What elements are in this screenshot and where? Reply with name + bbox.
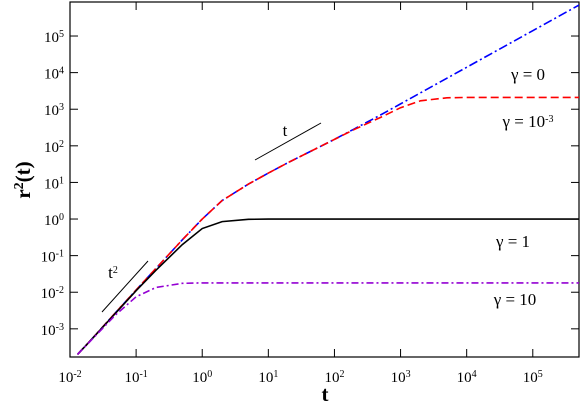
slope-label: t bbox=[283, 121, 288, 140]
series-label-exponent: -3 bbox=[545, 114, 553, 125]
series-line bbox=[76, 218, 579, 355]
y-axis-label-base: r bbox=[11, 189, 35, 198]
y-tick-label-base: 10 bbox=[44, 213, 59, 229]
series-line bbox=[76, 96, 579, 355]
y-tick-label-exponent: 3 bbox=[59, 102, 64, 113]
x-tick-label-base: 10 bbox=[124, 370, 139, 386]
x-axis-label: t bbox=[322, 382, 329, 406]
x-tick-label: 105 bbox=[523, 369, 543, 387]
y-tick-label-exponent: 2 bbox=[59, 138, 64, 149]
y-tick-label-exponent: -2 bbox=[56, 285, 64, 296]
y-axis-label: r2(t) bbox=[11, 161, 35, 198]
x-tick-label-base: 10 bbox=[192, 370, 207, 386]
series-label: γ = 10 bbox=[493, 290, 537, 309]
y-tick-label-base: 10 bbox=[44, 103, 59, 119]
y-tick-label-exponent: 0 bbox=[59, 212, 64, 223]
slope-label-base: t bbox=[283, 121, 288, 140]
y-tick-label-exponent: 5 bbox=[59, 29, 64, 40]
slope-label: t2 bbox=[108, 263, 118, 282]
series-label-base: γ = 1 bbox=[495, 232, 530, 251]
x-tick-label-exponent: 5 bbox=[538, 369, 543, 380]
x-tick-label-exponent: 4 bbox=[472, 369, 477, 380]
x-tick-label-exponent: 3 bbox=[406, 369, 411, 380]
x-tick-label: 102 bbox=[324, 369, 344, 387]
y-tick-label-base: 10 bbox=[44, 67, 59, 83]
y-tick-label-base: 10 bbox=[41, 286, 56, 302]
x-tick-label-base: 10 bbox=[324, 370, 339, 386]
y-tick-label-base: 10 bbox=[41, 250, 56, 266]
slope-label-exponent: 2 bbox=[113, 265, 118, 276]
slope-label-base: t bbox=[108, 263, 113, 282]
x-tick-label-exponent: 0 bbox=[207, 369, 212, 380]
x-tick-label: 103 bbox=[391, 369, 411, 387]
x-tick-label: 104 bbox=[457, 369, 477, 387]
x-tick-label: 10-2 bbox=[58, 369, 81, 387]
y-tick-label: 10-2 bbox=[41, 285, 64, 303]
x-tick-label-base: 10 bbox=[391, 370, 406, 386]
x-tick-label-base: 10 bbox=[58, 370, 73, 386]
series-label: γ = 0 bbox=[510, 65, 545, 84]
plot-frame bbox=[69, 1, 580, 358]
x-tick-label-base: 10 bbox=[258, 370, 273, 386]
x-tick-label-base: 10 bbox=[523, 370, 538, 386]
y-tick-label-base: 10 bbox=[41, 323, 56, 339]
curves bbox=[76, 4, 579, 355]
series-label: γ = 10-3 bbox=[502, 112, 554, 131]
y-tick-label: 104 bbox=[44, 65, 64, 83]
x-tick-label-exponent: -1 bbox=[139, 369, 147, 380]
series-label-base: γ = 10 bbox=[502, 112, 546, 131]
y-tick-label: 10-1 bbox=[41, 248, 64, 266]
series-label-base: γ = 0 bbox=[510, 65, 545, 84]
slope-guide bbox=[254, 122, 322, 161]
y-tick-label: 100 bbox=[44, 212, 64, 230]
x-tick-label-exponent: 1 bbox=[273, 369, 278, 380]
x-tick-label-base: 10 bbox=[457, 370, 472, 386]
y-tick-label-exponent: 1 bbox=[59, 175, 64, 186]
y-axis-label-exponent: 2 bbox=[12, 182, 27, 189]
y-tick-label-exponent: 4 bbox=[59, 65, 64, 76]
y-tick-label-base: 10 bbox=[44, 176, 59, 192]
x-tick-label: 101 bbox=[258, 369, 278, 387]
x-tick-label-exponent: -2 bbox=[73, 369, 81, 380]
series-label-base: γ = 10 bbox=[493, 290, 537, 309]
y-tick-label: 102 bbox=[44, 138, 64, 156]
slope-guide bbox=[101, 260, 149, 313]
y-tick-label: 101 bbox=[44, 175, 64, 193]
y-tick-label: 103 bbox=[44, 102, 64, 120]
y-tick-label: 105 bbox=[44, 29, 64, 47]
x-tick-label-exponent: 2 bbox=[339, 369, 344, 380]
y-tick-label-exponent: -3 bbox=[56, 321, 64, 332]
y-tick-label-base: 10 bbox=[44, 140, 59, 156]
series-line bbox=[76, 282, 579, 355]
x-tick-label: 100 bbox=[192, 369, 212, 387]
series-label: γ = 1 bbox=[495, 232, 530, 251]
x-tick-label: 10-1 bbox=[124, 369, 147, 387]
y-tick-label-base: 10 bbox=[44, 30, 59, 46]
y-axis-label-rest: (t) bbox=[11, 161, 35, 182]
y-tick-label-exponent: -1 bbox=[56, 248, 64, 259]
y-tick-label: 10-3 bbox=[41, 321, 64, 339]
